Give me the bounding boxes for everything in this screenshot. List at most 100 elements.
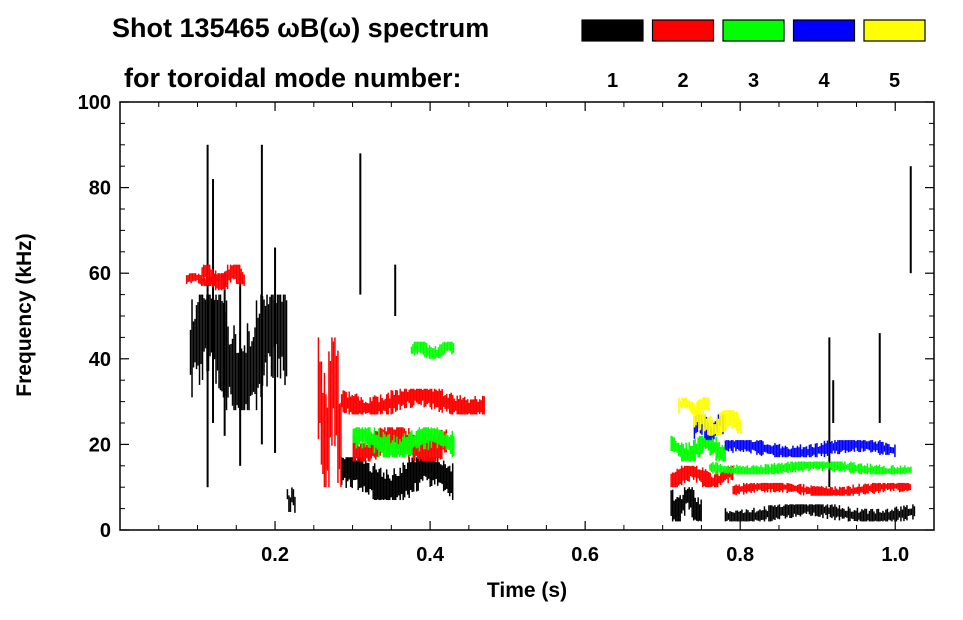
spectral-mark — [400, 441, 403, 456]
spectral-mark — [908, 467, 911, 473]
spectral-mark — [701, 414, 703, 435]
spectral-mark — [811, 461, 813, 468]
spectral-mark — [742, 513, 745, 522]
spectral-mark — [781, 506, 784, 516]
spectral-mark — [722, 446, 725, 462]
spectral-mark — [786, 482, 788, 493]
spectral-mark — [768, 505, 770, 522]
spectral-mark — [396, 436, 398, 458]
spectral-mark — [445, 432, 448, 450]
spectral-mark — [747, 440, 749, 451]
spectral-mark — [684, 397, 686, 409]
spectral-mark — [683, 487, 686, 516]
spectral-mark — [444, 434, 446, 446]
spectral-mark — [831, 440, 833, 454]
spectral-mark — [882, 482, 884, 493]
spectral-mark — [816, 504, 818, 516]
spectral-mark — [361, 442, 364, 462]
spectral-mark — [425, 342, 428, 358]
spectral-mark — [837, 489, 839, 496]
spectral-mark — [670, 435, 672, 451]
spectral-mark — [358, 446, 361, 460]
y-tick-label: 60 — [89, 263, 111, 285]
spectral-mark — [756, 482, 758, 492]
spectral-mark — [750, 440, 752, 454]
spectral-mark — [438, 388, 440, 413]
spectral-mark — [394, 429, 397, 443]
spectral-mark — [720, 411, 723, 436]
spectral-mark — [748, 440, 751, 452]
spectral-mark — [766, 482, 769, 493]
spectral-mark — [477, 401, 479, 413]
spectral-mark — [856, 507, 859, 522]
spectral-mark — [335, 355, 338, 436]
spectral-mark — [847, 485, 850, 496]
spectral-mark — [847, 464, 849, 471]
spectral-mark — [433, 348, 435, 359]
spectral-mark — [399, 439, 401, 458]
spectral-mark — [807, 486, 809, 495]
spectral-mark — [858, 512, 860, 520]
spectrum-marks — [185, 144, 916, 522]
spectral-mark — [875, 464, 878, 475]
spectral-mark — [770, 463, 773, 475]
spectral-mark — [726, 440, 728, 451]
spectral-mark — [686, 449, 689, 461]
spectral-mark — [228, 269, 230, 281]
spectral-mark — [883, 512, 886, 521]
spectral-mark — [691, 465, 693, 478]
spectral-mark — [397, 395, 400, 405]
spectral-mark — [785, 462, 788, 473]
spectral-mark — [805, 446, 808, 458]
spectral-mark — [291, 487, 293, 503]
spectral-mark — [382, 431, 385, 458]
spectral-mark — [860, 463, 863, 475]
spectral-mark — [387, 434, 389, 458]
spectral-mark — [685, 490, 687, 504]
spectral-mark — [823, 461, 825, 470]
spectral-mark — [910, 508, 913, 516]
spectral-mark — [765, 444, 767, 453]
spectral-spike — [212, 179, 215, 423]
spectral-mark — [804, 447, 806, 458]
spectral-mark — [771, 505, 773, 522]
spectral-mark — [442, 431, 445, 448]
spectral-mark — [836, 461, 839, 471]
spectral-mark — [194, 318, 196, 363]
spectral-spike — [832, 380, 835, 423]
spectral-mark — [448, 341, 450, 351]
spectral-mark — [757, 483, 760, 490]
spectral-mark — [784, 445, 787, 458]
spectral-mark — [396, 390, 398, 411]
spectral-spike — [359, 153, 362, 295]
spectral-mark — [227, 326, 229, 398]
spectral-mark — [876, 443, 878, 451]
spectral-spike — [274, 247, 277, 453]
spectral-mark — [883, 482, 886, 491]
spectral-mark — [792, 445, 794, 458]
spectral-mark — [402, 436, 404, 458]
spectral-mark — [888, 444, 890, 455]
spectral-mark — [233, 325, 235, 411]
spectral-mark — [190, 273, 192, 284]
spectral-mark — [352, 396, 355, 415]
spectral-mark — [415, 457, 418, 492]
spectral-mark — [884, 468, 887, 475]
spectral-mark — [870, 509, 872, 522]
spectral-mark — [680, 465, 683, 486]
spectral-mark — [355, 427, 358, 449]
spectral-mark — [367, 403, 370, 413]
spectral-mark — [436, 427, 439, 449]
spectral-mark — [737, 466, 740, 475]
spectral-mark — [694, 406, 697, 414]
spectral-mark — [369, 437, 371, 462]
spectral-mark — [385, 394, 388, 415]
spectral-mark — [442, 396, 445, 407]
spectral-mark — [733, 441, 736, 448]
spectral-mark — [673, 500, 675, 520]
spectral-mark — [722, 466, 725, 473]
spectral-mark — [806, 462, 809, 469]
spectral-mark — [758, 467, 761, 475]
spectral-mark — [820, 504, 823, 515]
spectral-mark — [718, 475, 720, 484]
